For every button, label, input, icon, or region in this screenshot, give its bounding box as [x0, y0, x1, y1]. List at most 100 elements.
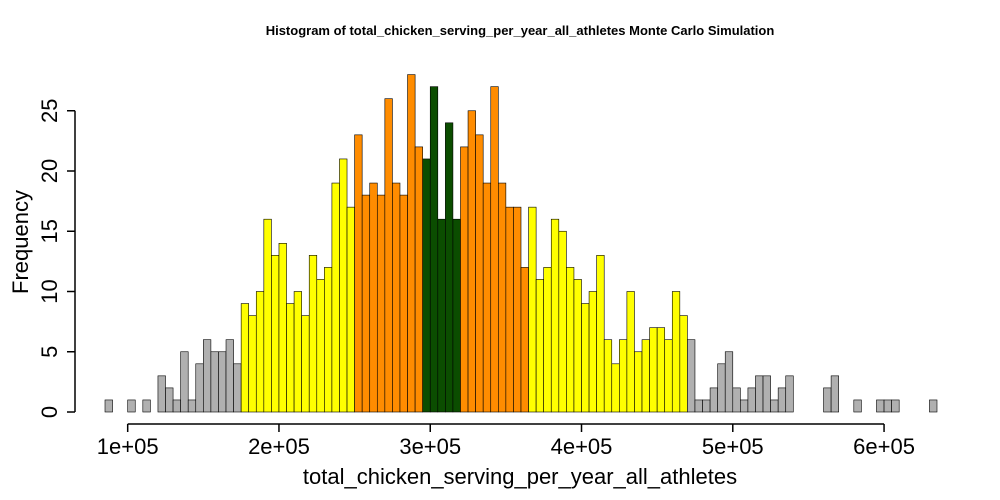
histogram-bar — [876, 399, 885, 413]
histogram-bar — [709, 387, 718, 413]
histogram-bar — [392, 182, 401, 413]
histogram-bar — [157, 375, 166, 413]
x-axis: 1e+05 2e+05 3e+05 4e+05 5e+05 6e+05 — [97, 423, 915, 459]
histogram-bar — [376, 194, 386, 413]
histogram-bar — [581, 303, 590, 413]
histogram-bar — [165, 387, 174, 413]
histogram-bar — [218, 351, 227, 413]
histogram-bar — [180, 351, 189, 413]
histogram-bar — [603, 339, 613, 413]
histogram-bar — [104, 399, 113, 413]
histogram-bar — [785, 375, 794, 413]
histogram-bar — [195, 363, 204, 413]
x-tick-label: 1e+05 — [97, 434, 159, 459]
histogram-bar — [596, 255, 605, 413]
histogram-bar — [399, 194, 408, 413]
x-tick-label: 4e+05 — [551, 434, 613, 459]
histogram-bar — [505, 206, 514, 413]
histogram-bar — [535, 279, 544, 413]
histogram-bar — [724, 351, 734, 413]
histogram-bar — [702, 399, 711, 413]
histogram-bar — [566, 267, 575, 413]
x-tick-label: 2e+05 — [248, 434, 310, 459]
histogram-bar — [687, 339, 696, 413]
histogram-bar — [172, 399, 181, 413]
histogram-bar — [717, 363, 726, 413]
y-tick-label: 20 — [37, 159, 62, 183]
histogram-bar — [543, 267, 552, 413]
histogram-bar — [482, 182, 492, 413]
histogram-bar — [354, 134, 363, 413]
histogram-bar — [475, 134, 484, 413]
x-tick-label: 6e+05 — [853, 434, 915, 459]
histogram-bar — [316, 279, 325, 413]
histogram-bar — [187, 399, 197, 413]
histogram-bar — [883, 399, 892, 413]
histogram-bar — [528, 206, 537, 413]
histogram-bar — [664, 339, 673, 413]
histogram-bar — [369, 182, 378, 413]
histogram-bar — [853, 399, 862, 413]
histogram-bar — [414, 146, 423, 413]
histogram-bar — [331, 182, 340, 413]
histogram-bar — [679, 315, 688, 413]
histogram-bar — [142, 399, 151, 413]
histogram-bar — [755, 375, 764, 413]
histogram-bar — [732, 387, 741, 413]
histogram-bar — [649, 327, 658, 413]
histogram-bar — [770, 399, 779, 413]
histogram-bar — [558, 230, 567, 413]
histogram-bar — [777, 387, 787, 413]
histogram-bar — [339, 158, 348, 413]
histogram-bar — [611, 363, 620, 413]
histogram-bar — [301, 315, 310, 413]
histogram-bar — [225, 339, 234, 413]
histogram-bar — [550, 218, 560, 413]
histogram-bar — [929, 399, 938, 413]
histogram-bar — [248, 315, 257, 413]
histogram-bar — [513, 206, 522, 413]
histogram-bar — [240, 303, 250, 413]
y-axis: 0 5 10 15 20 25 — [37, 99, 76, 418]
x-tick-label: 3e+05 — [399, 434, 461, 459]
histogram-bar — [460, 146, 469, 413]
y-axis-label: Frequency — [8, 190, 33, 294]
histogram-bar — [498, 182, 507, 413]
histogram-bar — [346, 206, 355, 413]
histogram-bar — [619, 339, 628, 413]
histogram-bar — [263, 218, 272, 413]
chart-title: Histogram of total_chicken_serving_per_y… — [266, 23, 775, 38]
histogram-bar — [634, 351, 643, 413]
histogram-bar — [437, 218, 446, 413]
histogram-bar — [740, 399, 749, 413]
histogram-bar — [490, 86, 499, 413]
y-tick-label: 0 — [37, 406, 62, 418]
x-axis-label: total_chicken_serving_per_year_all_athle… — [303, 464, 737, 489]
histogram-bar — [422, 158, 431, 413]
histogram-bar — [520, 267, 529, 413]
histogram-bar — [361, 194, 371, 413]
histogram-bar — [293, 291, 302, 413]
y-tick-label: 10 — [37, 279, 62, 303]
histogram-bar — [445, 122, 454, 413]
histogram-bar — [203, 339, 212, 413]
histogram-bar — [233, 363, 242, 413]
histogram-bar — [429, 86, 439, 413]
histogram-bar — [671, 291, 681, 413]
histogram-bar — [641, 339, 650, 413]
histogram-bar — [626, 291, 635, 413]
histogram-bar — [656, 327, 666, 413]
histogram-bar — [255, 291, 265, 413]
histogram-bar — [762, 375, 771, 413]
histogram-bar — [830, 375, 839, 413]
bars-group — [104, 74, 938, 413]
histogram-bar — [308, 255, 318, 413]
x-tick-label: 5e+05 — [702, 434, 764, 459]
histogram-bar — [823, 387, 832, 413]
y-tick-label: 5 — [37, 346, 62, 358]
y-tick-label: 15 — [37, 219, 62, 243]
histogram-bar — [573, 279, 582, 413]
histogram-bar — [407, 74, 416, 413]
histogram-bar — [467, 110, 476, 413]
